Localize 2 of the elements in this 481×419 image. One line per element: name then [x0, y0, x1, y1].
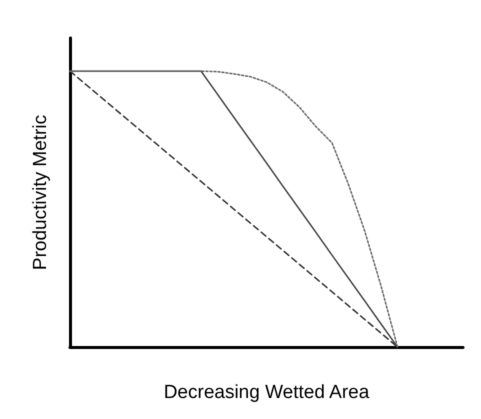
x-axis-title: Decreasing Wetted Area [164, 382, 370, 403]
y-axis-title: Productivity Metric [30, 114, 51, 270]
